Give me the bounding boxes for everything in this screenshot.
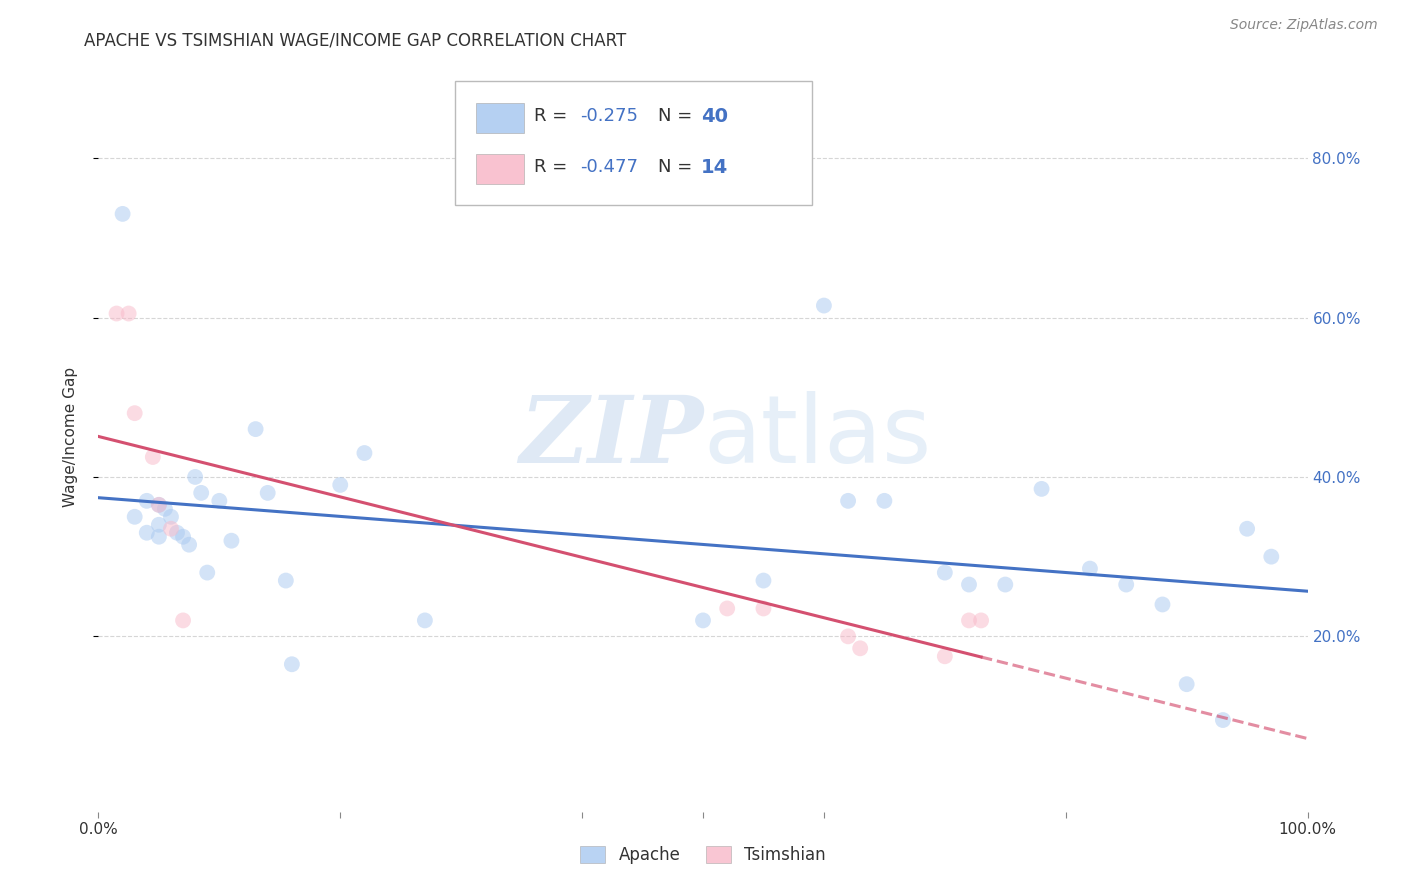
Text: atlas: atlas <box>703 391 931 483</box>
Text: APACHE VS TSIMSHIAN WAGE/INCOME GAP CORRELATION CHART: APACHE VS TSIMSHIAN WAGE/INCOME GAP CORR… <box>84 31 627 49</box>
Point <box>148 530 170 544</box>
Point <box>148 498 170 512</box>
Text: R =: R = <box>534 107 572 126</box>
Point <box>166 525 188 540</box>
Point <box>1175 677 1198 691</box>
Point <box>957 577 980 591</box>
Point <box>208 493 231 508</box>
Point <box>190 486 212 500</box>
Text: Source: ZipAtlas.com: Source: ZipAtlas.com <box>1230 18 1378 32</box>
Point <box>281 657 304 672</box>
Point <box>1078 561 1101 575</box>
Point <box>148 517 170 532</box>
Point <box>148 498 170 512</box>
Point <box>135 525 157 540</box>
Point <box>195 566 218 580</box>
Text: N =: N = <box>658 107 699 126</box>
Text: N =: N = <box>658 159 699 177</box>
Point <box>837 629 859 643</box>
Point <box>111 207 134 221</box>
Point <box>1115 577 1137 591</box>
Point <box>1260 549 1282 564</box>
Point <box>692 614 714 628</box>
Point <box>124 509 146 524</box>
Point <box>353 446 375 460</box>
Legend: Apache, Tsimshian: Apache, Tsimshian <box>574 839 832 871</box>
Point <box>1031 482 1053 496</box>
Point <box>135 493 157 508</box>
Text: -0.477: -0.477 <box>579 159 638 177</box>
Point <box>957 614 980 628</box>
Point <box>1152 598 1174 612</box>
Point <box>934 649 956 664</box>
Point <box>172 614 194 628</box>
Point <box>873 493 896 508</box>
Text: 40: 40 <box>700 107 727 126</box>
Point <box>160 509 183 524</box>
Point <box>1236 522 1258 536</box>
Point <box>184 470 207 484</box>
Point <box>849 641 872 656</box>
Text: ZIP: ZIP <box>519 392 703 482</box>
Point <box>934 566 956 580</box>
Point <box>813 299 835 313</box>
Point <box>160 522 183 536</box>
Point <box>142 450 165 464</box>
Y-axis label: Wage/Income Gap: Wage/Income Gap <box>63 367 77 508</box>
FancyBboxPatch shape <box>456 81 811 205</box>
Text: 14: 14 <box>700 158 728 177</box>
Point <box>105 306 128 320</box>
Text: -0.275: -0.275 <box>579 107 638 126</box>
Point <box>752 574 775 588</box>
Text: R =: R = <box>534 159 572 177</box>
Point <box>124 406 146 420</box>
FancyBboxPatch shape <box>475 103 524 133</box>
Point <box>752 601 775 615</box>
Point <box>329 478 352 492</box>
Point <box>245 422 267 436</box>
Point <box>716 601 738 615</box>
Point <box>221 533 243 548</box>
Point <box>970 614 993 628</box>
FancyBboxPatch shape <box>475 153 524 184</box>
Point <box>413 614 436 628</box>
Point <box>153 501 176 516</box>
Point <box>274 574 297 588</box>
Point <box>837 493 859 508</box>
Point <box>994 577 1017 591</box>
Point <box>172 530 194 544</box>
Point <box>179 538 201 552</box>
Point <box>256 486 278 500</box>
Point <box>118 306 141 320</box>
Point <box>1212 713 1234 727</box>
